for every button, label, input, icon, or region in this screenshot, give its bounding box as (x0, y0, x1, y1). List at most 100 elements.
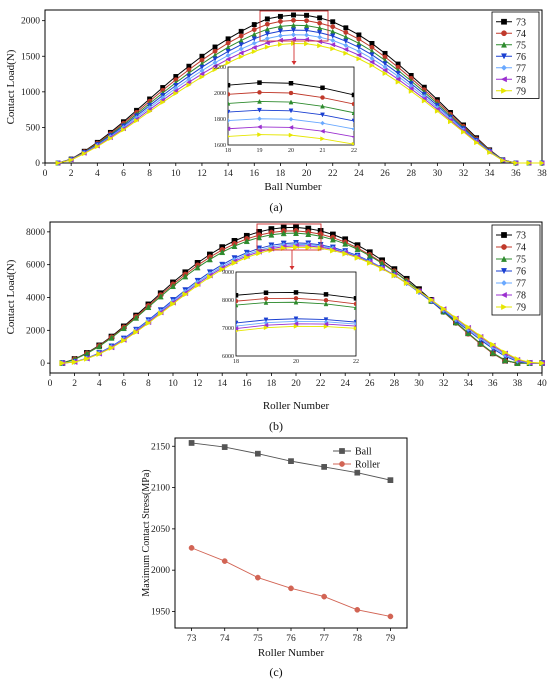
panel-a-inset-point-77 (288, 116, 294, 122)
panel-a-inset-point-75 (257, 98, 262, 104)
panel-b-ytick-label: 0 (40, 359, 45, 369)
panel-a-point-74 (277, 18, 283, 24)
panel-b-point-79 (514, 356, 521, 363)
panel-a-xtick-label: 26 (380, 169, 390, 179)
panel-b-inset-point-79 (323, 324, 329, 330)
panel-b-xtick-label: 22 (316, 379, 326, 389)
panel-a-inset-point-74 (228, 92, 231, 97)
panel-a-point-73 (356, 32, 362, 38)
panel-b-inset-point-78 (293, 321, 299, 327)
panel-a-inset-point-73 (320, 85, 325, 91)
panel-a-point-78 (264, 40, 270, 46)
panel-a-inset-point-79 (257, 132, 263, 138)
panel-b-legend-label-76: 76 (516, 267, 526, 278)
panel-a-point-73 (277, 13, 283, 19)
panel-b-point-79 (108, 344, 115, 351)
panel-a-point-76 (408, 81, 414, 87)
panel-b-inset-point-79 (353, 325, 356, 331)
panel-a-inset-ytick-label: 2200 (214, 65, 226, 71)
panel-a-xtick-label: 8 (147, 169, 152, 179)
panel-a-point-79 (199, 74, 205, 80)
panel-a-point-79 (395, 79, 401, 85)
panel-a-point-76 (251, 36, 257, 42)
panel-a-label: (a) (269, 200, 282, 214)
panel-b-point-75 (108, 334, 115, 341)
panel-a-xtick-label: 36 (511, 169, 521, 179)
panel-c-point-Ball (288, 458, 294, 464)
panel-b-legend-label-75: 75 (516, 255, 526, 266)
panel-a-series-line-74 (57, 19, 542, 164)
panel-a-point-79 (526, 160, 532, 166)
panel-b-point-75 (243, 238, 250, 245)
panel-a-point-73 (251, 22, 257, 28)
panel-b-point-75 (292, 230, 300, 237)
panel-b-inset-point-79 (236, 329, 239, 333)
panel-b-ytick-label: 4000 (26, 294, 45, 304)
panel-b-point-79 (293, 244, 300, 251)
panel-a-point-78 (186, 79, 192, 85)
panel-a-point-76 (277, 28, 284, 34)
panel-a-inset-point-77 (320, 120, 325, 126)
panel-a-point-79 (539, 160, 545, 166)
panel-c-marks: 73 74 75 76 77 78 79 1950 2000 2050 2100 2150 Ball Ro… (151, 440, 395, 644)
panel-b-point-79 (207, 273, 214, 280)
panel-b-inset-point-78 (323, 321, 329, 327)
panel-a-inset-point-79 (288, 132, 294, 138)
panel-a-point-79 (369, 62, 375, 69)
panel-a-point-77 (238, 46, 244, 52)
panel-a-inset-point-74 (351, 101, 354, 107)
panel-b-marks: 0 2 4 6 8 10 12 14 16 18 20 22 24 26 28 30 32 34 36 38 40020… (26, 223, 547, 389)
panel-a-xtick-label: 14 (223, 169, 233, 179)
panel-b-inset-xtick-label: 18 (233, 359, 239, 365)
panel-b-inset-xtick-label: 22 (353, 359, 359, 365)
panel-c-point-Roller (255, 574, 261, 581)
panel-b-point-75 (219, 249, 226, 256)
panel-a-point-78 (212, 63, 218, 69)
panel-b-legend-marker-79 (501, 303, 508, 311)
panel-a-inset-frame (227, 66, 355, 146)
panel-a-point-75 (303, 22, 310, 29)
panel-b-inset-ytick-label: 6000 (222, 354, 234, 360)
panel-b-inset-point-78 (263, 322, 269, 328)
panel-b-legend-marker-77 (501, 280, 507, 286)
panel-b-legend-label-73: 73 (516, 231, 526, 242)
panel-a-inset-point-75 (351, 110, 354, 116)
panel-b: 0 2 4 6 8 10 12 14 16 18 20 22 24 26 28 30 32 34 36 38 40020… (5, 221, 547, 433)
panel-b-inset-point-76 (263, 317, 269, 323)
panel-c-xlabel: Roller Number (258, 647, 325, 659)
panel-a-point-79 (330, 46, 336, 52)
panel-a-point-79 (81, 151, 87, 157)
panel-a-plot-frame (44, 9, 543, 164)
panel-c-ytick-label: 2000 (151, 566, 170, 576)
panel-a-xtick-label: 20 (302, 169, 312, 179)
panel-a-inset-xtick-label: 20 (288, 148, 294, 154)
panel-a-point-74 (291, 17, 296, 23)
panel-b-legend-marker-78 (500, 291, 507, 299)
panel-a-inset-ytick-label: 2000 (214, 91, 226, 97)
panel-a-point-76 (330, 33, 336, 39)
panel-a-inset-point-73 (288, 81, 294, 86)
panel-a-point-74 (317, 20, 323, 26)
panel-b-point-79 (342, 250, 349, 257)
panel-b-point-79 (489, 341, 496, 348)
panel-c-point-Ball (188, 440, 195, 446)
panel-a-xtick-label: 10 (171, 169, 181, 179)
panel-b-point-75 (206, 256, 213, 263)
panel-b-point-79 (157, 310, 164, 317)
panel-b-inset-point-79 (293, 323, 299, 329)
panel-b-point-79 (465, 324, 472, 331)
panel-a-point-74 (304, 18, 310, 24)
panel-a-point-79 (94, 143, 101, 150)
panel-b-point-79 (330, 247, 337, 254)
panel-a-inset-point-76 (320, 112, 325, 118)
panel-b-point-79 (243, 254, 250, 261)
panel-b-inset-point-73 (353, 296, 356, 301)
panel-a-point-76 (199, 64, 205, 70)
panel-a-point-77 (356, 48, 362, 54)
panel-b-legend-label-74: 74 (516, 243, 526, 254)
panel-b-xtick-label: 38 (513, 379, 523, 389)
panel-c-legend-marker-Ball (339, 448, 345, 454)
panel-c-xtick-label: 75 (253, 634, 263, 644)
panel-b-ylabel: Contact Load(N) (5, 259, 17, 334)
panel-c-ytick-label: 1950 (151, 607, 170, 617)
